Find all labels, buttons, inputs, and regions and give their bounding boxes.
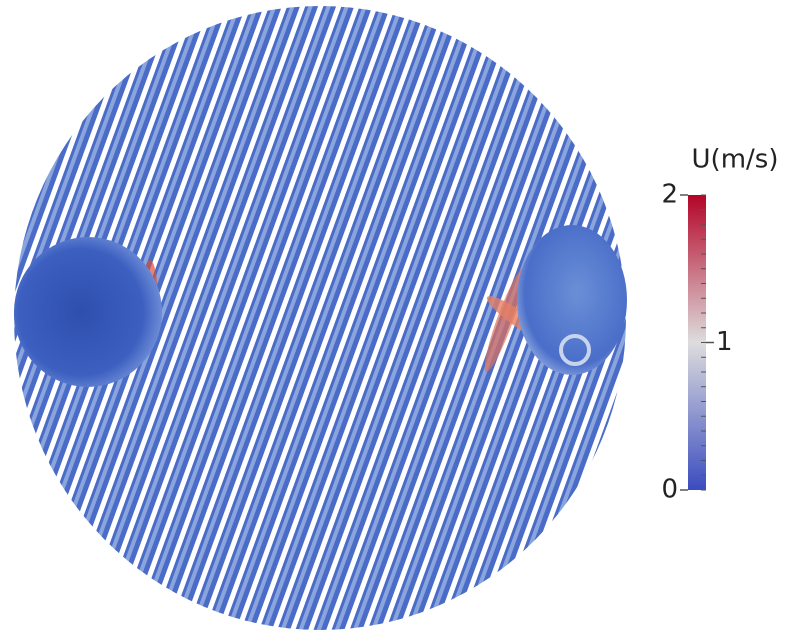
colorbar-title: U(m/s) xyxy=(692,145,779,175)
inlet xyxy=(14,237,162,387)
colorbar: U(m/s) 0 1 2 xyxy=(661,145,778,505)
visualization: U(m/s) 0 1 2 xyxy=(0,0,790,632)
tick-label: 2 xyxy=(661,180,678,210)
outlet xyxy=(517,225,627,375)
tick-label: 0 xyxy=(661,475,678,505)
tick-label: 1 xyxy=(716,327,733,357)
